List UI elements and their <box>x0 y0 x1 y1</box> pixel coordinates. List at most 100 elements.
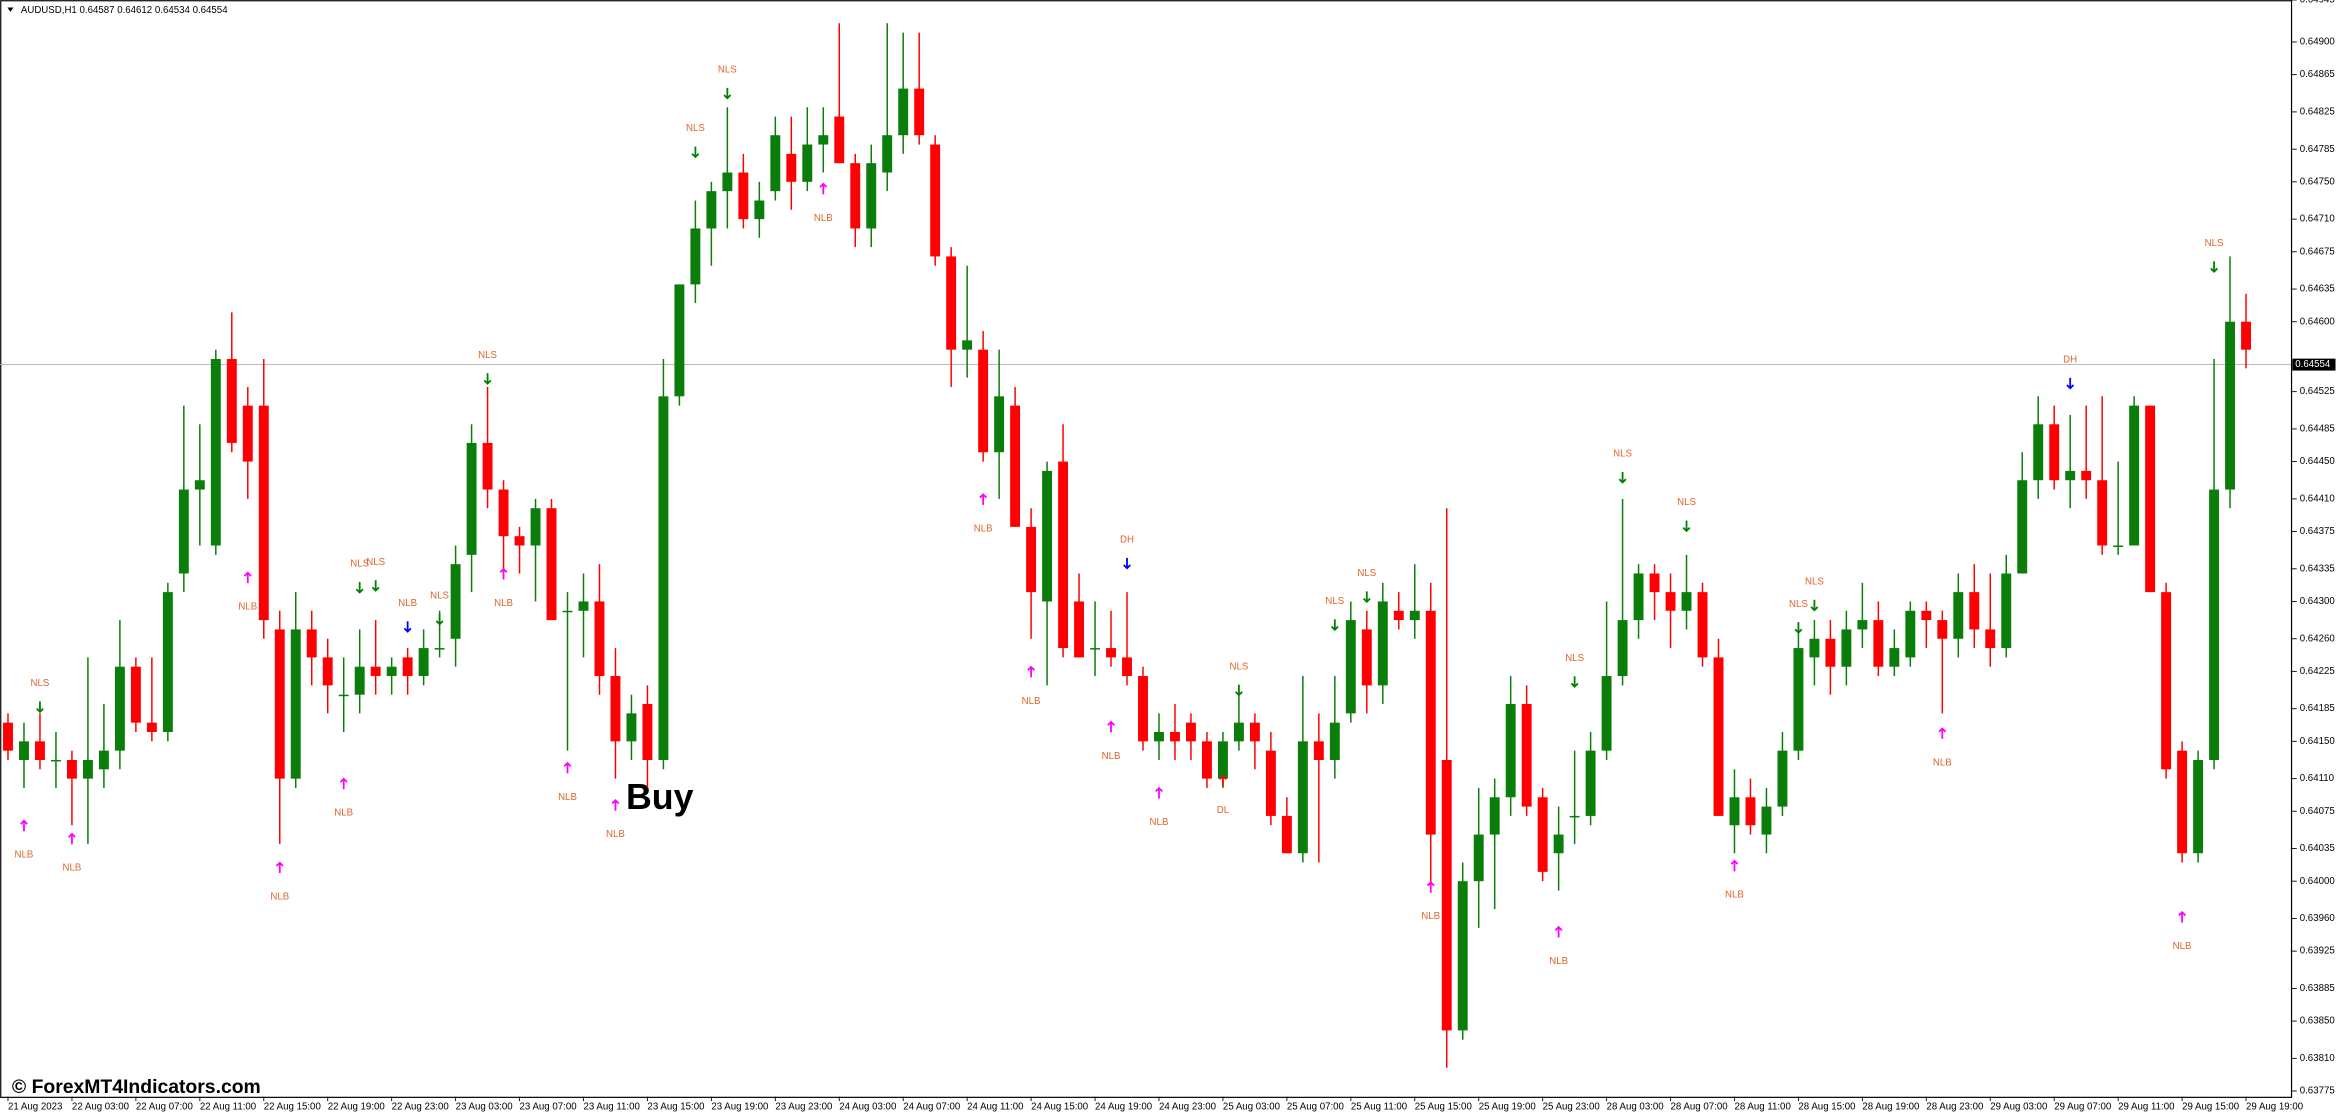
signal-arrow <box>275 861 284 874</box>
y-tick-label: 0.64485 <box>2300 424 2335 435</box>
candle-body <box>1905 610 1916 658</box>
candle-body <box>1042 470 1053 602</box>
x-tick-label: 25 Aug 23:00 <box>1543 1102 1601 1113</box>
candle-body <box>1937 620 1948 639</box>
signal-arrow <box>1794 622 1803 634</box>
x-tick-label: 25 Aug 07:00 <box>1287 1102 1345 1113</box>
signal-arrow <box>339 777 348 790</box>
y-tick-label: 0.64710 <box>2300 214 2336 225</box>
candle-body <box>1377 601 1388 686</box>
watermark: © ForexMT4Indicators.com <box>12 1076 261 1098</box>
buy-annotation: Buy <box>626 777 694 817</box>
signal-label: NLB <box>1421 911 1440 922</box>
candle-body <box>802 144 813 182</box>
candle-body <box>754 200 765 220</box>
candle-body <box>1473 834 1484 882</box>
candle-body <box>1313 741 1324 760</box>
signal-label: NLS <box>1789 599 1808 610</box>
signal-arrow <box>1155 786 1163 799</box>
candle-body <box>194 480 205 490</box>
candle-body <box>1425 610 1436 835</box>
candle-body <box>834 116 845 164</box>
signal-label: NLS <box>718 64 737 75</box>
candle-body <box>450 564 461 639</box>
candle-body <box>226 359 237 443</box>
current-price-box <box>2292 358 2336 371</box>
candle-body <box>690 228 701 285</box>
x-tick-label: 25 Aug 15:00 <box>1415 1102 1473 1113</box>
candle-body <box>2145 405 2156 593</box>
candle-body <box>1745 797 1756 826</box>
signal-arrow <box>20 819 28 832</box>
y-tick-label: 0.64900 <box>2300 37 2336 48</box>
candle-body <box>1393 610 1404 621</box>
x-tick-label: 23 Aug 23:00 <box>775 1102 833 1113</box>
y-tick-label: 0.64635 <box>2300 284 2335 295</box>
x-tick-label: 28 Aug 15:00 <box>1798 1102 1856 1113</box>
candle-body <box>1233 722 1244 742</box>
candle-body <box>50 759 61 762</box>
candle-body <box>3 722 13 751</box>
candle-body <box>610 676 621 742</box>
x-tick-label: 29 Aug 15:00 <box>2182 1102 2240 1113</box>
x-tick-label: 22 Aug 19:00 <box>328 1102 386 1113</box>
x-tick-label: 29 Aug 19:00 <box>2246 1102 2304 1113</box>
candle-body <box>1857 620 1868 630</box>
signal-label: NLS <box>686 123 705 134</box>
candle-body <box>1681 592 1692 611</box>
signal-label: DL <box>1217 805 1230 816</box>
signal-arrow <box>243 571 252 584</box>
menu-triangle <box>7 7 14 12</box>
candle-body <box>1010 405 1021 527</box>
signal-arrow <box>499 567 508 580</box>
candle-body <box>1361 629 1372 686</box>
x-tick-label: 24 Aug 19:00 <box>1095 1102 1153 1113</box>
signal-label: NLB <box>1725 890 1744 901</box>
signal-arrow <box>819 182 828 195</box>
candle-body <box>1553 834 1564 854</box>
x-tick-label: 29 Aug 07:00 <box>2054 1102 2112 1113</box>
candle-body <box>498 489 509 537</box>
x-tick-label: 23 Aug 19:00 <box>711 1102 769 1113</box>
candle-body <box>178 489 189 574</box>
candle-body <box>386 666 397 677</box>
signal-arrow <box>1107 720 1115 733</box>
signal-arrow <box>1235 684 1243 697</box>
candle-body <box>1170 732 1180 742</box>
candle-body <box>1921 610 1932 621</box>
candle-body <box>818 135 829 145</box>
y-tick-label: 0.64075 <box>2300 806 2335 817</box>
x-tick-label: 29 Aug 11:00 <box>2118 1102 2175 1113</box>
signal-arrow <box>1682 520 1691 533</box>
candle-body <box>1633 573 1644 621</box>
candle-body <box>1777 750 1788 807</box>
candle-body <box>306 629 317 658</box>
candle-body <box>2033 424 2044 481</box>
signal-arrow <box>1730 859 1739 872</box>
candle-body <box>2209 489 2220 760</box>
chart-title: AUDUSD,H1 0.64587 0.64612 0.64534 0.6455… <box>21 5 228 16</box>
candle-body <box>1809 638 1820 658</box>
candle-body <box>1601 676 1612 751</box>
candle-body <box>1138 676 1148 742</box>
candle-body <box>1106 648 1116 658</box>
candle-body <box>1729 797 1740 826</box>
y-tick-label: 0.64260 <box>2300 633 2336 644</box>
signal-arrow <box>483 373 492 385</box>
signal-arrow <box>36 701 44 714</box>
signal-label: NLB <box>1022 696 1041 707</box>
candle-body <box>738 172 749 220</box>
candle-body <box>546 508 557 621</box>
y-tick-label: 0.63850 <box>2300 1016 2336 1027</box>
candle-body <box>1186 722 1196 742</box>
candle-body <box>1441 759 1452 1031</box>
candle-body <box>1713 657 1724 816</box>
signal-label: NLS <box>1805 576 1824 587</box>
signal-label: NLS <box>2205 238 2224 249</box>
x-tick-label: 22 Aug 07:00 <box>136 1102 194 1113</box>
signal-arrow <box>1123 557 1131 570</box>
signal-arrow <box>979 493 988 505</box>
candle-body <box>978 349 989 453</box>
candle-body <box>2097 480 2108 546</box>
x-tick-label: 24 Aug 23:00 <box>1159 1102 1217 1113</box>
